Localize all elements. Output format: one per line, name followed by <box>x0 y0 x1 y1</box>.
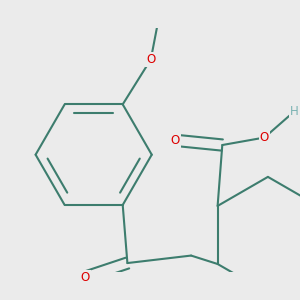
Text: H: H <box>290 105 299 118</box>
Text: O: O <box>171 134 180 147</box>
Text: O: O <box>260 131 269 144</box>
Text: O: O <box>81 271 90 284</box>
Text: O: O <box>146 53 155 66</box>
